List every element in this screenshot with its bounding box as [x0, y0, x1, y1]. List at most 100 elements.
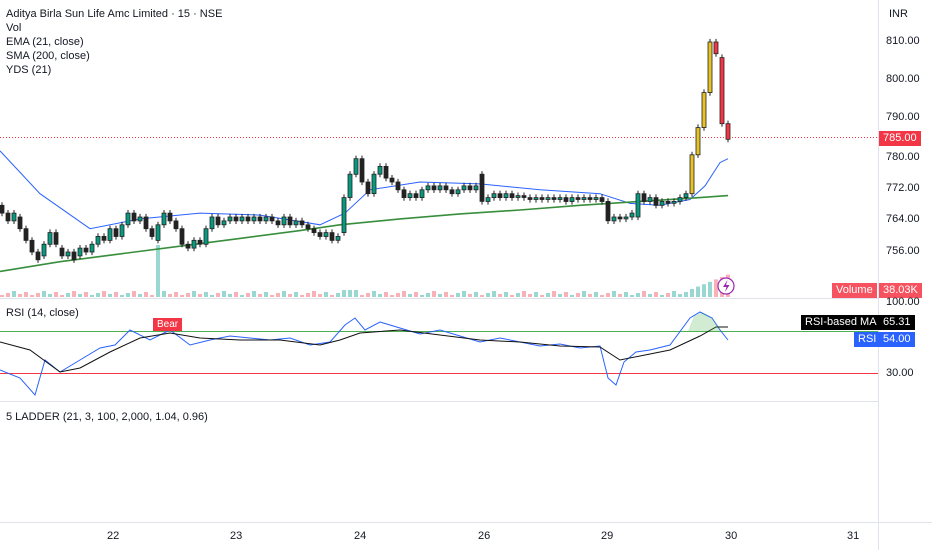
volume-bar [228, 294, 232, 297]
volume-bar [468, 294, 472, 297]
volume-bar [78, 294, 82, 297]
volume-bar [516, 293, 520, 297]
ladder-title[interactable]: 5 LADDER (21, 3, 100, 2,000, 1.04, 0.96) [6, 411, 208, 423]
volume-bar [444, 292, 448, 297]
time-tick: 30 [725, 530, 738, 542]
rsi-line [0, 311, 729, 397]
indicator-yds[interactable]: YDS (21) [6, 64, 52, 76]
candle-body [11, 212, 17, 222]
volume-bar [324, 292, 328, 297]
indicator-sma[interactable]: SMA (200, close) [6, 50, 90, 62]
volume-bar [120, 295, 124, 297]
price-tick: 764.00 [886, 213, 920, 225]
candle-body [323, 232, 329, 237]
rsi-ma-line [0, 326, 728, 373]
candle-body [143, 216, 149, 230]
volume-bar [180, 295, 184, 297]
volume-bar [648, 294, 652, 297]
candle-body [455, 189, 461, 195]
volume-bar [462, 291, 466, 297]
candle-body [479, 173, 485, 202]
volume-bar [666, 293, 670, 297]
volume-bar [288, 294, 292, 297]
indicator-vol[interactable]: Vol [6, 22, 22, 34]
volume-bar [48, 294, 52, 297]
indicator-ema[interactable]: EMA (21, close) [6, 36, 84, 48]
volume-bar [588, 294, 592, 297]
rsi-pane [0, 311, 878, 397]
candle-body [275, 220, 281, 226]
time-tick: 29 [601, 530, 614, 542]
candle-body [101, 235, 107, 241]
volume-bar [348, 290, 352, 297]
candle-body [149, 228, 155, 237]
candle-body [107, 228, 113, 241]
candle-body [65, 251, 71, 257]
volume-bar [96, 293, 100, 297]
volume-bar [222, 291, 226, 297]
lightning-icon[interactable] [723, 280, 730, 292]
time-tick: 26 [478, 530, 491, 542]
candle-body [245, 216, 251, 222]
rsi-overbought-fill [688, 312, 722, 331]
volume-bar [414, 292, 418, 297]
candle-body [473, 185, 479, 191]
candle-body [527, 197, 533, 200]
volume-bar [354, 290, 358, 297]
currency-label[interactable]: INR [889, 8, 908, 20]
candle-body [617, 216, 623, 220]
candle-body [0, 204, 5, 214]
volume-bar [504, 292, 508, 297]
volume-bar [480, 295, 484, 297]
candle-body [233, 216, 239, 222]
candle-body [257, 216, 263, 222]
volume-bar [450, 295, 454, 297]
volume-bar [294, 292, 298, 297]
volume-bar [192, 291, 196, 297]
volume-bar [108, 294, 112, 297]
volume-bar [420, 295, 424, 297]
candle-body [719, 57, 725, 125]
volume-bar [282, 291, 286, 297]
volume-bar [396, 293, 400, 297]
candle-body [377, 165, 383, 175]
volume-bar [522, 291, 526, 297]
candle-body [89, 243, 95, 253]
volume-bar [474, 292, 478, 297]
candle-body [35, 251, 41, 261]
candle-body [461, 185, 467, 191]
candle-body [557, 197, 563, 200]
candle-body [521, 195, 527, 198]
symbol-title[interactable]: Aditya Birla Sun Life Amc Limited · 15 ·… [6, 8, 223, 20]
volume-bar [234, 292, 238, 297]
candles[interactable] [0, 38, 731, 263]
candle-body [575, 197, 581, 200]
volume-bar [84, 292, 88, 297]
volume-bar [714, 279, 718, 297]
candle-body [725, 123, 731, 140]
volume-bar [276, 293, 280, 297]
volume-bar [684, 292, 688, 297]
volume-bar [594, 292, 598, 297]
volume-bar [66, 293, 70, 297]
candle-body [671, 200, 677, 204]
candle-body [251, 216, 257, 222]
volume-bar [528, 294, 532, 297]
volume-bar [600, 295, 604, 297]
candle-body [185, 243, 191, 249]
candle-body [533, 197, 539, 200]
volume-bar [372, 291, 376, 297]
candle-body [419, 189, 425, 199]
candle-body [665, 200, 671, 204]
candle-body [179, 228, 185, 245]
volume-bar [438, 294, 442, 297]
candle-body [503, 193, 509, 198]
rsi-title[interactable]: RSI (14, close) [6, 307, 79, 319]
candle-body [23, 228, 29, 241]
candle-body [137, 216, 143, 222]
volume-bar [252, 291, 256, 297]
candle-body [599, 197, 605, 202]
candle-body [389, 177, 395, 183]
